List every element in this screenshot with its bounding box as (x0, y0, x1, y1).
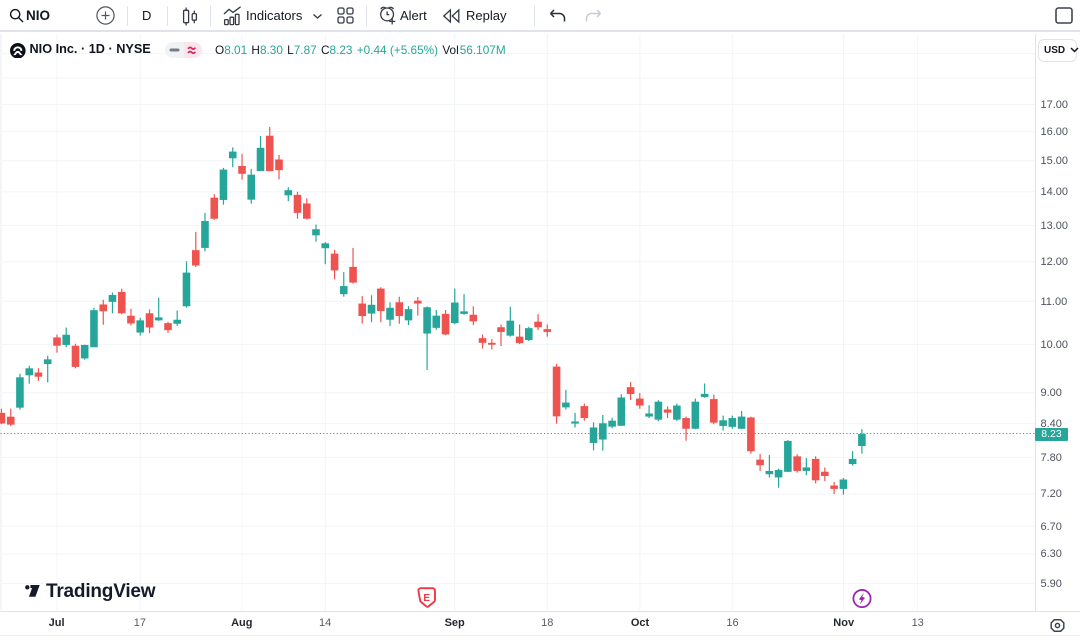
svg-text:E: E (423, 593, 430, 604)
